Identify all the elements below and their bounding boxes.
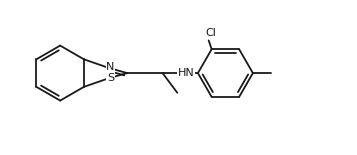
Text: HN: HN (178, 68, 195, 78)
Text: Cl: Cl (205, 28, 216, 38)
Text: S: S (107, 73, 114, 83)
Text: N: N (106, 62, 115, 72)
